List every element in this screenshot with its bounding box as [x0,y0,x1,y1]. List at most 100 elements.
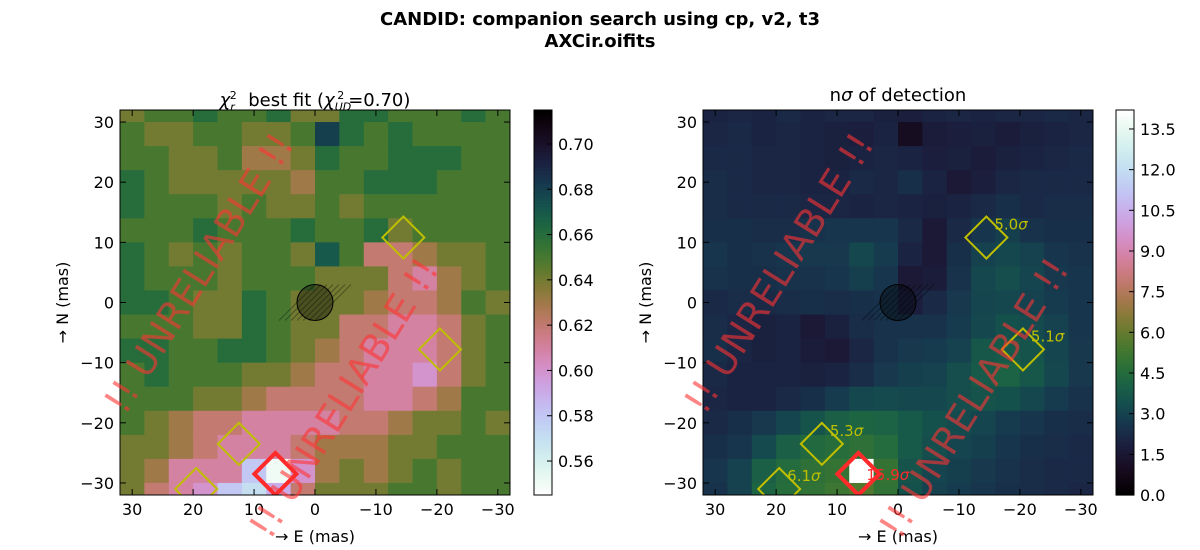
colorbar-segment [1116,347,1134,352]
heat-cell [485,122,510,147]
heat-cell [436,110,462,123]
heat-cell [849,290,875,316]
heat-cell [168,290,194,316]
heat-cell [193,194,219,219]
colorbar-segment [1116,257,1134,262]
heat-cell [922,194,948,219]
heat-cell [144,110,170,123]
heat-cell [824,194,850,219]
heat-cell [339,362,365,388]
heat-cell [485,242,510,268]
heat-cell [727,458,753,484]
heat-cell [339,482,365,495]
colorbar-segment [534,273,552,278]
heat-cell [824,242,850,268]
colorbar-segment [534,113,552,118]
x-tick-label: −20 [420,500,454,519]
heat-cell [168,242,194,268]
colorbar-segment [534,363,552,368]
heat-cell [703,434,728,460]
heat-cell [898,362,923,388]
colorbar-segment [1116,398,1134,403]
colorbar-segment [534,170,552,175]
heat-cell [873,170,899,195]
heat-cell [751,146,777,171]
colorbar-segment [534,254,552,259]
colorbar-segment [534,427,552,432]
heat-cell [776,218,802,243]
heat-cell [898,410,923,436]
heat-cell [922,482,948,495]
heat-cell [217,458,243,484]
heat-cell [1044,434,1070,460]
colorbar-segment [534,110,552,114]
heat-cell [266,290,292,316]
heat-cell [1019,434,1045,460]
heat-cell [873,218,899,243]
heat-cell [946,266,972,292]
colorbar-segment [534,292,552,297]
detection-label: 5.0σ [994,216,1028,234]
heat-cell [776,290,802,316]
heat-cell [922,242,948,268]
x-tick-label: −30 [1064,500,1098,519]
colorbar-frame [533,109,553,496]
heat-cell [241,218,267,243]
colorbar-segment [1116,154,1134,159]
heat-cell [703,194,728,219]
heat-cell [363,146,389,171]
colorbar-tick-label: 0.70 [558,135,594,154]
heat-cell [824,314,850,340]
heat-cell [461,146,487,171]
colorbar-segment [1116,337,1134,342]
heat-cell [849,362,875,388]
heat-cell [193,410,219,436]
heat-cell [412,482,438,495]
heat-cell [339,314,365,340]
heat-cell [995,458,1021,484]
heat-cell [971,362,997,388]
colorbar-segment [534,244,552,249]
colorbar-segment [1116,482,1134,486]
colorbar-segment [534,360,552,365]
heat-cell [971,314,997,340]
colorbar-segment [1116,414,1134,419]
heat-cell [266,338,292,364]
heat-cell [1019,314,1045,340]
heat-cell [898,170,923,195]
heat-cell [144,218,170,243]
heat-cell [120,146,145,171]
colorbar-segment [534,286,552,291]
heat-cell [388,110,414,123]
heat-cell [946,362,972,388]
heat-cell [412,170,438,195]
heat-cell [339,146,365,171]
heat-cell [485,110,510,123]
colorbar-segment [534,373,552,377]
colorbar-segment [534,135,552,140]
colorbar-segment [534,187,552,191]
heat-cell [800,290,826,316]
colorbar-segment [1116,453,1134,458]
heat-cell [776,146,802,171]
colorbar-segment [534,251,552,255]
colorbar-segment [534,228,552,233]
heat-cell [1019,362,1045,388]
heat-cell [193,218,219,243]
colorbar-segment [534,353,552,358]
heat-cell [339,458,365,484]
heat-cell [412,194,438,219]
colorbar-segment [1116,286,1134,291]
x-tick-label: 0 [893,500,903,519]
heat-cell [217,122,243,147]
heat-cell [461,482,487,495]
colorbar-segment [534,414,552,419]
heat-cell [120,482,145,495]
heat-cell [824,482,850,495]
heat-cell [971,338,997,364]
heat-cell [1068,362,1093,388]
detection-marker [756,466,802,495]
colorbar-segment [534,235,552,239]
heat-cell [971,458,997,484]
heat-cell [1019,242,1045,268]
